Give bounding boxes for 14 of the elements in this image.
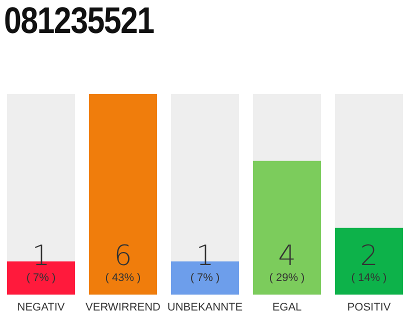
annotation: ( 14% )	[351, 272, 387, 284]
data-label: 6	[114, 238, 132, 272]
x-tick-label: VERWIRREND	[86, 301, 161, 314]
x-tick-label: UNBEKANNTE	[167, 301, 243, 314]
x-tick-label: NEGATIV	[17, 301, 66, 314]
annotation: ( 7% )	[190, 272, 220, 284]
data-label: 4	[278, 238, 296, 272]
x-tick-label: EGAL	[272, 301, 302, 314]
x-tick-label: POSITIV	[347, 301, 392, 314]
annotation: ( 7% )	[26, 272, 56, 284]
annotation: ( 43% )	[105, 272, 141, 284]
chart-title: 081235521	[4, 0, 154, 42]
annotation: ( 29% )	[269, 272, 305, 284]
data-label: 2	[360, 238, 378, 272]
